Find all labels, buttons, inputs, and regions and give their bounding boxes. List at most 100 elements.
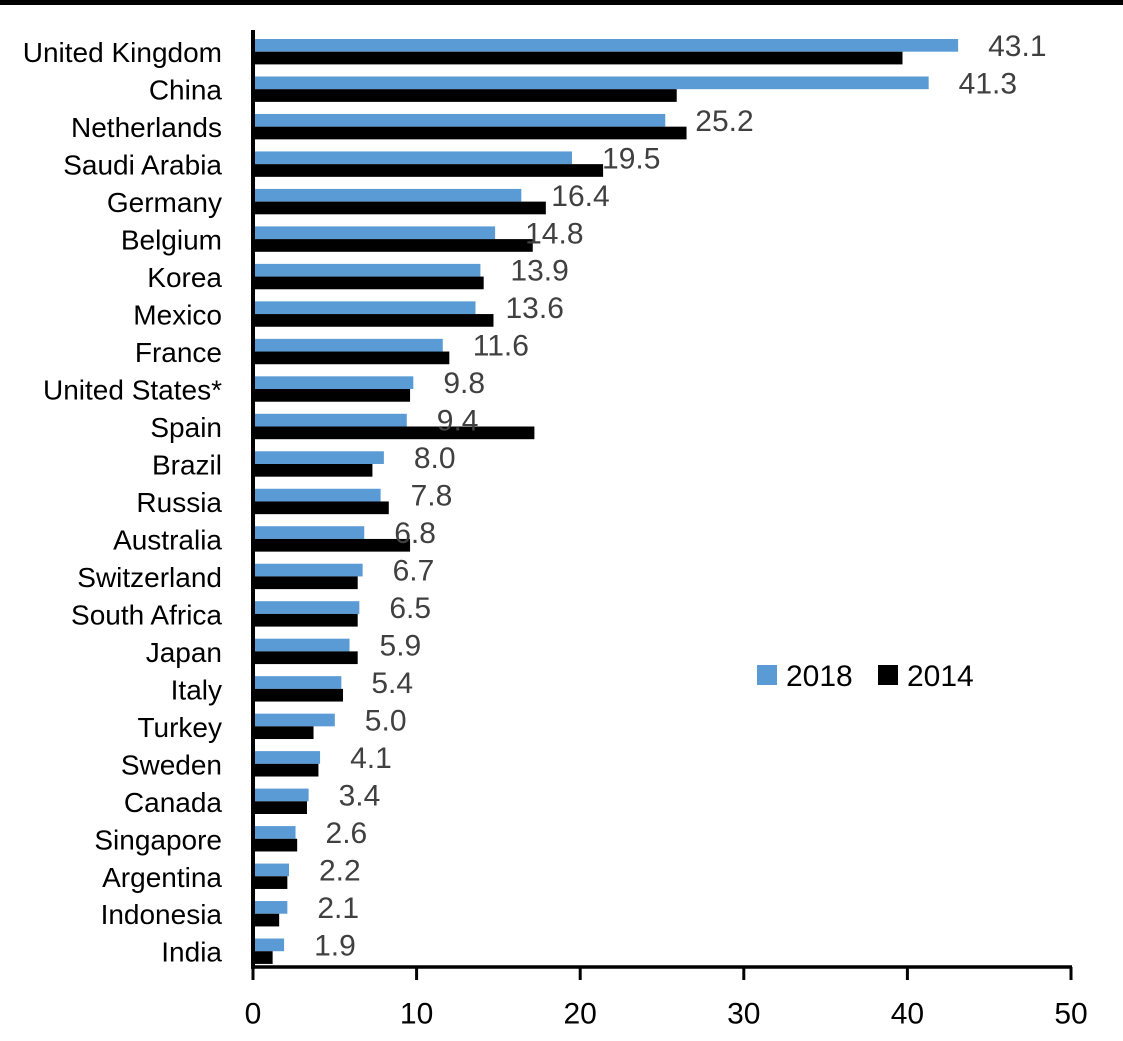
value-label-switzerland: 6.7 xyxy=(393,555,435,588)
bar-2014-singapore xyxy=(253,838,298,852)
value-label-italy: 5.4 xyxy=(371,667,413,700)
category-label-australia: Australia xyxy=(113,524,222,555)
bar-2014-south-africa xyxy=(253,613,358,627)
bar-2018-switzerland xyxy=(253,563,363,577)
bar-2014-russia xyxy=(253,501,389,515)
bar-2014-united-states xyxy=(253,389,411,402)
category-label-switzerland: Switzerland xyxy=(77,562,222,593)
value-label-brazil: 8.0 xyxy=(414,442,456,475)
bar-2014-france xyxy=(253,351,450,365)
x-tick-label-0: 0 xyxy=(245,998,262,1031)
bar-2014-turkey xyxy=(253,726,314,740)
category-label-korea: Korea xyxy=(147,262,222,293)
value-label-south-africa: 6.5 xyxy=(389,592,431,625)
x-tick-label-40: 40 xyxy=(891,998,924,1031)
category-label-turkey: Turkey xyxy=(137,712,222,743)
value-label-china: 41.3 xyxy=(959,67,1017,100)
category-label-spain: Spain xyxy=(150,412,222,443)
bar-2014-brazil xyxy=(253,463,373,477)
category-label-china: China xyxy=(149,75,223,106)
bar-2018-australia xyxy=(253,526,365,539)
bar-2014-switzerland xyxy=(253,576,358,590)
bar-2014-australia xyxy=(253,538,411,552)
category-label-germany: Germany xyxy=(107,187,222,218)
bar-2014-china xyxy=(253,89,677,102)
bar-2018-netherlands xyxy=(253,113,666,127)
bar-2014-germany xyxy=(253,201,546,215)
bar-2014-saudi-arabia xyxy=(253,164,604,177)
value-label-turkey: 5.0 xyxy=(365,704,407,737)
category-label-argentina: Argentina xyxy=(102,862,222,893)
category-label-singapore: Singapore xyxy=(94,824,222,855)
bar-2018-india xyxy=(253,938,285,952)
legend-label-2014: 2014 xyxy=(907,660,974,693)
category-label-japan: Japan xyxy=(146,637,222,668)
x-tick-label-50: 50 xyxy=(1054,998,1087,1031)
bar-2018-italy xyxy=(253,676,342,689)
bar-2014-belgium xyxy=(253,239,533,252)
category-label-russia: Russia xyxy=(136,487,222,518)
value-label-argentina: 2.2 xyxy=(319,854,361,887)
value-label-france: 11.6 xyxy=(473,330,529,363)
value-label-korea: 13.9 xyxy=(510,255,568,288)
value-label-spain: 9.4 xyxy=(437,405,479,438)
bar-2014-netherlands xyxy=(253,126,687,140)
bar-2018-turkey xyxy=(253,713,335,727)
bar-2018-brazil xyxy=(253,451,384,464)
value-label-russia: 7.8 xyxy=(411,480,453,513)
bar-2014-korea xyxy=(253,276,484,290)
legend-swatch-2018 xyxy=(757,665,777,685)
value-label-japan: 5.9 xyxy=(380,630,422,663)
value-label-mexico: 13.6 xyxy=(505,292,563,325)
category-label-united-states: United States* xyxy=(43,375,222,406)
value-label-australia: 6.8 xyxy=(394,517,436,550)
bar-2018-sweden xyxy=(253,751,321,764)
value-label-germany: 16.4 xyxy=(551,180,609,213)
bar-2018-canada xyxy=(253,788,309,802)
value-label-saudi-arabia: 19.5 xyxy=(602,142,660,175)
category-label-south-africa: South Africa xyxy=(71,599,222,630)
bar-2018-saudi-arabia xyxy=(253,151,573,165)
bar-2018-china xyxy=(253,76,929,90)
legend-label-2018: 2018 xyxy=(786,660,853,693)
value-label-canada: 3.4 xyxy=(339,779,381,812)
value-label-singapore: 2.6 xyxy=(326,817,368,850)
bar-2018-france xyxy=(253,338,443,352)
category-label-italy: Italy xyxy=(171,674,222,705)
bar-2018-germany xyxy=(253,188,522,202)
bar-2018-singapore xyxy=(253,826,296,839)
bar-2018-korea xyxy=(253,263,481,277)
category-label-france: France xyxy=(135,337,222,368)
bar-2014-mexico xyxy=(253,314,494,327)
bar-2014-sweden xyxy=(253,763,319,777)
category-label-belgium: Belgium xyxy=(121,225,222,256)
bar-2018-united-kingdom xyxy=(253,39,959,52)
bar-2014-italy xyxy=(253,688,343,702)
bar-2014-united-kingdom xyxy=(253,51,903,65)
value-label-netherlands: 25.2 xyxy=(695,105,753,138)
value-label-indonesia: 2.1 xyxy=(317,892,359,925)
category-label-united-kingdom: United Kingdom xyxy=(23,37,222,68)
value-label-united-states: 9.8 xyxy=(443,367,485,400)
category-label-sweden: Sweden xyxy=(121,749,222,780)
bar-2018-belgium xyxy=(253,226,496,240)
legend-swatch-2014 xyxy=(878,665,898,685)
category-label-netherlands: Netherlands xyxy=(71,112,222,143)
bar-2018-japan xyxy=(253,638,350,652)
bar-2014-spain xyxy=(253,426,535,440)
bar-2014-indonesia xyxy=(253,913,280,927)
category-label-saudi-arabia: Saudi Arabia xyxy=(63,150,222,181)
x-tick-label-30: 30 xyxy=(727,998,760,1031)
value-label-belgium: 14.8 xyxy=(525,217,583,250)
value-label-united-kingdom: 43.1 xyxy=(988,30,1046,63)
category-label-india: India xyxy=(161,937,222,968)
x-tick-label-20: 20 xyxy=(564,998,597,1031)
bar-2018-indonesia xyxy=(253,901,288,914)
bar-2014-canada xyxy=(253,801,307,814)
bar-2018-spain xyxy=(253,413,407,427)
bar-2018-united-states xyxy=(253,376,414,390)
bar-2014-argentina xyxy=(253,876,288,889)
bar-2018-russia xyxy=(253,488,381,502)
